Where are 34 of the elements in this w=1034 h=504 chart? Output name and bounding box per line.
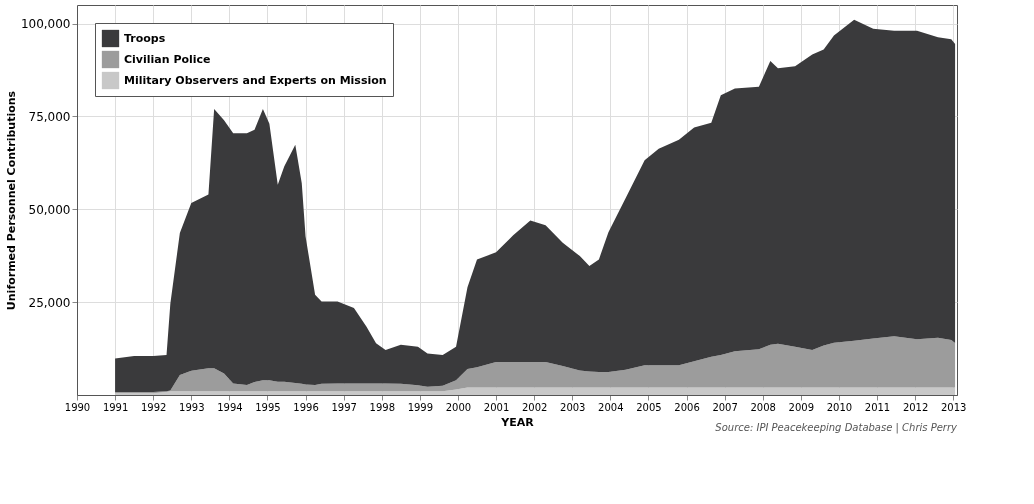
x-tick-label: 2006 — [674, 401, 700, 413]
x-tick-label: 2009 — [788, 401, 815, 413]
x-tick-label: 2004 — [598, 401, 624, 413]
legend-label: Troops — [124, 31, 166, 45]
x-tick-label: 2010 — [826, 401, 853, 413]
x-tick-label: 2012 — [902, 401, 929, 413]
x-tick-label: 1995 — [255, 401, 281, 413]
x-tick-label: 1994 — [217, 401, 243, 413]
legend-label: Military Observers and Experts on Mission — [124, 73, 387, 87]
source-note: Source: IPI Peacekeeping Database | Chris Perry — [715, 422, 959, 434]
x-tick-label: 2008 — [750, 401, 776, 413]
x-tick-label: 1991 — [102, 401, 129, 413]
y-tick-label: 25,000 — [28, 295, 71, 310]
x-tick-label: 1992 — [140, 401, 167, 413]
x-tick-label: 1996 — [293, 401, 319, 413]
y-tick-label: 50,000 — [28, 202, 71, 217]
x-tick-label: 1999 — [407, 401, 434, 413]
x-tick-label: 1990 — [64, 401, 91, 413]
x-tick-label: 2005 — [636, 401, 662, 413]
x-tick-label: 2013 — [940, 401, 967, 413]
y-axis-title: Uniformed Personnel Contributions — [4, 90, 18, 311]
x-tick-label: 1993 — [179, 401, 205, 413]
x-tick-label: 1998 — [369, 401, 395, 413]
x-tick-label: 1997 — [331, 401, 357, 413]
x-tick-label: 2011 — [864, 401, 891, 413]
legend-label: Civilian Police — [124, 52, 211, 66]
x-tick-label: 2007 — [712, 401, 738, 413]
x-tick-label: 2002 — [521, 401, 548, 413]
y-tick-label: 75,000 — [28, 109, 71, 124]
x-tick-label: 2000 — [445, 401, 472, 413]
x-tick-label: 2001 — [483, 401, 510, 413]
y-tick-label: 100,000 — [20, 17, 71, 32]
x-axis-title: YEAR — [500, 415, 535, 429]
x-tick-label: 2003 — [560, 401, 586, 413]
